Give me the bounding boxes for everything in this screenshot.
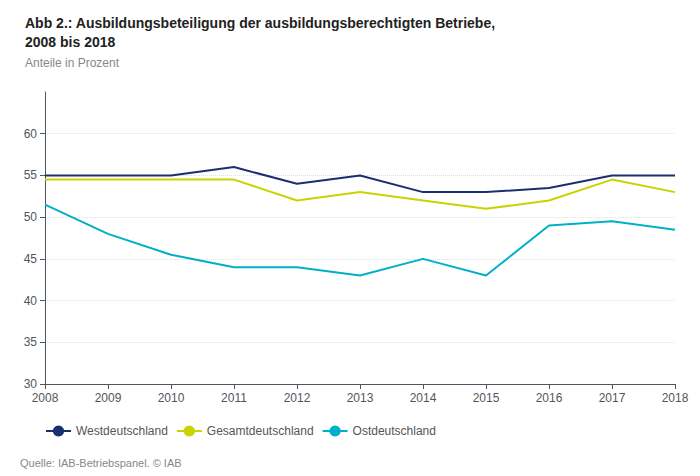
svg-text:Anteile in Prozent: Anteile in Prozent <box>25 56 120 70</box>
svg-text:Gesamtdeutschland: Gesamtdeutschland <box>207 424 314 438</box>
svg-text:2011: 2011 <box>221 391 247 405</box>
svg-text:60: 60 <box>24 127 38 141</box>
svg-text:2009: 2009 <box>95 391 122 405</box>
svg-text:55: 55 <box>24 168 38 182</box>
svg-text:40: 40 <box>24 294 38 308</box>
svg-text:2008: 2008 <box>32 391 59 405</box>
svg-text:2018: 2018 <box>662 391 689 405</box>
svg-text:2008 bis 2018: 2008 bis 2018 <box>25 34 116 50</box>
svg-text:2010: 2010 <box>158 391 185 405</box>
svg-text:Abb 2.: Ausbildungsbeteiligung: Abb 2.: Ausbildungsbeteiligung der ausbi… <box>25 15 495 31</box>
svg-text:50: 50 <box>24 210 38 224</box>
svg-text:35: 35 <box>24 335 38 349</box>
svg-text:2014: 2014 <box>410 391 437 405</box>
svg-text:2013: 2013 <box>347 391 374 405</box>
svg-text:2012: 2012 <box>284 391 311 405</box>
svg-text:Ostdeutschland: Ostdeutschland <box>353 424 436 438</box>
svg-text:30: 30 <box>24 377 38 391</box>
svg-text:2016: 2016 <box>536 391 563 405</box>
svg-text:2015: 2015 <box>473 391 500 405</box>
svg-text:Quelle: IAB-Betriebspanel. © I: Quelle: IAB-Betriebspanel. © IAB <box>20 457 182 469</box>
svg-text:45: 45 <box>24 252 38 266</box>
svg-text:2017: 2017 <box>599 391 626 405</box>
svg-text:Westdeutschland: Westdeutschland <box>76 424 168 438</box>
